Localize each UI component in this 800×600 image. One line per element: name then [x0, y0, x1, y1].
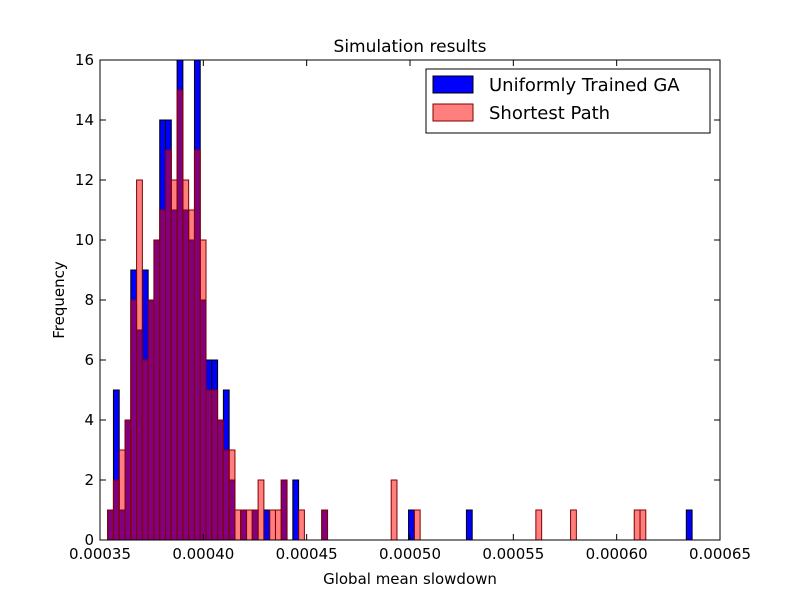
y-tick-label: 0 — [84, 531, 94, 549]
legend-swatch-0 — [432, 75, 474, 94]
series-1-bars — [107, 89, 647, 540]
x-axis-label: Global mean slowdown — [323, 570, 497, 588]
bar-1-19 — [217, 419, 224, 540]
bar-1-6 — [141, 359, 149, 540]
x-tick-label: 0.00045 — [276, 545, 338, 563]
axes: 0.00035 0.00040 0.00045 0.00050 0.00055 0.000… — [69, 51, 751, 563]
bar-1-13 — [182, 179, 190, 540]
bar-1-32 — [390, 479, 398, 540]
legend-swatch-1 — [432, 103, 474, 122]
bar-1-27 — [269, 509, 276, 540]
y-tick-label: 6 — [84, 351, 94, 369]
bar-1-35 — [570, 509, 577, 540]
bar-0-29 — [465, 509, 473, 540]
bar-1-10 — [165, 149, 172, 540]
y-tick-label: 10 — [75, 231, 94, 249]
bar-1-1 — [112, 479, 120, 540]
bar-1-20 — [222, 449, 230, 540]
bar-0-28 — [408, 509, 415, 540]
bar-1-21 — [228, 449, 236, 540]
x-tick-label: 0.00065 — [689, 545, 751, 563]
bar-1-14 — [188, 209, 195, 540]
x-tick-label: 0.00050 — [379, 545, 441, 563]
bar-1-30 — [298, 509, 305, 540]
histogram-bars — [107, 60, 693, 540]
bar-1-23 — [240, 509, 248, 540]
x-tick-label: 0.00035 — [69, 545, 131, 563]
bar-1-34 — [535, 509, 543, 540]
y-tick-label: 12 — [75, 171, 94, 189]
bar-1-36 — [633, 509, 641, 540]
bar-1-11 — [170, 179, 178, 540]
bar-1-15 — [193, 149, 201, 540]
legend-label-1: Shortest Path — [489, 103, 610, 124]
bar-0-30 — [685, 509, 693, 540]
bar-1-26 — [257, 479, 265, 540]
bar-1-28 — [274, 509, 282, 540]
x-tick-label: 0.00055 — [482, 545, 544, 563]
bar-1-16 — [199, 239, 207, 540]
y-axis-label: Frequency — [50, 261, 68, 339]
x-tick-label: 0.00060 — [586, 545, 648, 563]
bar-1-22 — [234, 509, 242, 540]
y-tick-label: 4 — [84, 411, 94, 429]
bar-1-17 — [205, 389, 213, 540]
bar-1-7 — [147, 299, 155, 540]
bar-1-0 — [107, 509, 114, 540]
y-tick-label: 16 — [75, 51, 94, 69]
bar-1-33 — [413, 509, 421, 540]
legend-label-0: Uniformly Trained GA — [489, 75, 680, 96]
bar-1-5 — [136, 179, 143, 540]
bar-1-3 — [124, 419, 132, 540]
bar-0-24 — [263, 509, 271, 540]
bar-1-29 — [280, 479, 288, 540]
bar-1-9 — [159, 209, 167, 540]
bar-1-8 — [153, 239, 161, 540]
bar-1-18 — [211, 389, 219, 540]
bar-1-24 — [246, 509, 253, 540]
chart-title: Simulation results — [334, 37, 487, 57]
bar-0-26 — [292, 479, 300, 540]
y-tick-label: 14 — [75, 111, 94, 129]
bar-1-25 — [251, 509, 259, 540]
x-tick-label: 0.00040 — [172, 545, 234, 563]
bar-1-4 — [130, 299, 138, 540]
bar-1-31 — [321, 509, 329, 540]
bar-1-12 — [176, 89, 184, 540]
y-tick-label: 2 — [84, 471, 94, 489]
legend: Uniformly Trained GA Shortest Path — [425, 68, 711, 134]
bar-1-2 — [118, 449, 126, 540]
bar-1-37 — [639, 509, 647, 540]
y-tick-label: 8 — [84, 291, 94, 309]
